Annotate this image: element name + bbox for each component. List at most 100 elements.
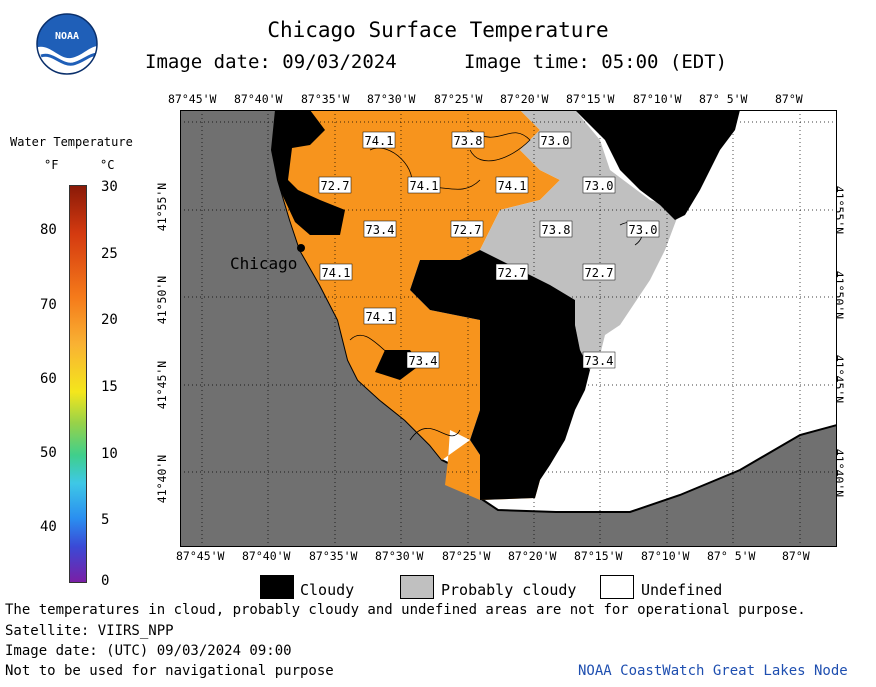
image-time: Image time: 05:00 (EDT)	[464, 51, 728, 73]
lon-tick-top: 87° 5'W	[699, 92, 748, 106]
probably-cloudy-key-label: Probably cloudy	[441, 581, 577, 599]
lon-tick-bottom: 87°45'W	[176, 549, 225, 563]
temp-label: 72.7	[321, 179, 350, 193]
noaa-logo: NOAA	[36, 13, 98, 75]
logo-text: NOAA	[55, 31, 79, 42]
temp-label: 72.7	[498, 266, 527, 280]
lon-tick-bottom: 87°35'W	[309, 549, 358, 563]
legend-unit-f: °F	[44, 158, 59, 172]
legend-f-tick: 60	[40, 371, 57, 387]
temperature-color-scale	[69, 185, 87, 583]
temp-label: 73.4	[585, 354, 614, 368]
legend-c-tick: 0	[101, 573, 110, 589]
temp-label-box	[495, 176, 529, 194]
temp-label-box	[626, 220, 660, 238]
graticule	[180, 110, 837, 547]
temp-label: 73.8	[542, 223, 571, 237]
temp-label: 72.7	[453, 223, 482, 237]
lon-tick-bottom: 87° 5'W	[707, 549, 756, 563]
lat-tick-left: 41°40'N	[155, 454, 170, 504]
temp-label-box	[582, 351, 616, 369]
temp-label: 73.4	[366, 223, 395, 237]
lon-tick-bottom: 87°15'W	[574, 549, 623, 563]
undefined-swatch	[600, 575, 634, 599]
temp-label: 73.0	[585, 179, 614, 193]
lon-tick-bottom: 87°20'W	[508, 549, 557, 563]
lon-tick-bottom: 87°10'W	[641, 549, 690, 563]
temp-label-box	[318, 176, 352, 194]
temp-label-box	[363, 220, 397, 238]
lon-tick-bottom: 87°40'W	[242, 549, 291, 563]
temp-label-box	[363, 307, 397, 325]
map-frame	[180, 110, 837, 547]
lon-tick-top: 87°W	[775, 92, 803, 106]
undefined-key-label: Undefined	[641, 581, 723, 599]
legend-c-tick: 5	[101, 512, 110, 528]
image-date: Image date: 09/03/2024	[145, 51, 397, 73]
temp-label: 73.8	[454, 134, 483, 148]
lon-tick-bottom: 87°W	[782, 549, 810, 563]
temp-label-box	[451, 131, 485, 149]
temp-label: 74.1	[498, 179, 527, 193]
temp-label-box	[582, 263, 616, 281]
temp-label-box	[539, 220, 573, 238]
city-label: Chicago	[230, 254, 297, 273]
water-temperature-area	[278, 110, 560, 500]
temp-label-box	[450, 220, 484, 238]
legend-c-tick: 15	[101, 379, 118, 395]
navigation-warning: Not to be used for navigational purpose	[5, 663, 334, 679]
cloudy-area	[575, 110, 740, 220]
cloudy-key-label: Cloudy	[300, 581, 355, 599]
cloudy-area	[272, 110, 345, 235]
legend-c-tick: 20	[101, 312, 118, 328]
temp-label-box	[319, 263, 353, 281]
lon-tick-top: 87°25'W	[434, 92, 483, 106]
temp-label: 73.0	[541, 134, 570, 148]
temp-label-box	[582, 176, 616, 194]
legend-f-tick: 70	[40, 297, 57, 313]
lon-tick-top: 87°15'W	[566, 92, 615, 106]
lon-tick-bottom: 87°30'W	[375, 549, 424, 563]
temp-label-box	[407, 176, 441, 194]
legend-c-tick: 25	[101, 246, 118, 262]
temp-label: 74.1	[322, 266, 351, 280]
legend-f-tick: 40	[40, 519, 57, 535]
temp-label-box	[406, 351, 440, 369]
probably-cloudy-area	[440, 110, 680, 370]
temperature-labels: 74.1 73.8 73.0 72.7 74.1 74.1 73.0 73.4 …	[318, 131, 660, 369]
temp-label-box	[495, 263, 529, 281]
legend-c-tick: 10	[101, 446, 118, 462]
temp-label: 74.1	[365, 134, 394, 148]
temp-label: 73.4	[409, 354, 438, 368]
map-title: Chicago Surface Temperature	[267, 18, 609, 42]
temp-label-box	[362, 131, 396, 149]
lat-tick-left: 41°45'N	[155, 360, 170, 410]
satellite-text: Satellite: VIIRS_NPP	[5, 623, 174, 639]
legend-f-tick: 50	[40, 445, 57, 461]
lon-tick-top: 87°35'W	[301, 92, 350, 106]
temp-label-box	[538, 131, 572, 149]
lon-tick-bottom: 87°25'W	[442, 549, 491, 563]
lat-tick-left: 41°55'N	[155, 182, 170, 232]
legend-f-tick: 80	[40, 222, 57, 238]
lon-tick-top: 87°45'W	[168, 92, 217, 106]
disclaimer-text: The temperatures in cloud, probably clou…	[5, 602, 806, 618]
city-marker	[297, 244, 305, 252]
cloudy-area	[410, 250, 590, 500]
temp-label: 74.1	[410, 179, 439, 193]
temp-label: 74.1	[366, 310, 395, 324]
probably-cloudy-swatch	[400, 575, 434, 599]
lon-tick-top: 87°40'W	[234, 92, 283, 106]
isotherm-lines	[349, 129, 643, 496]
credit-text: NOAA CoastWatch Great Lakes Node	[578, 663, 848, 679]
legend-unit-c: °C	[100, 158, 115, 172]
lat-tick-left: 41°50'N	[155, 275, 170, 325]
cloudy-swatch	[260, 575, 294, 599]
temp-label: 73.0	[629, 223, 658, 237]
temp-label: 72.7	[585, 266, 614, 280]
lon-tick-top: 87°10'W	[633, 92, 682, 106]
lon-tick-top: 87°30'W	[367, 92, 416, 106]
lon-tick-top: 87°20'W	[500, 92, 549, 106]
legend-title: Water Temperature	[10, 135, 133, 149]
temperature-map: 74.1 73.8 73.0 72.7 74.1 74.1 73.0 73.4 …	[180, 110, 837, 547]
